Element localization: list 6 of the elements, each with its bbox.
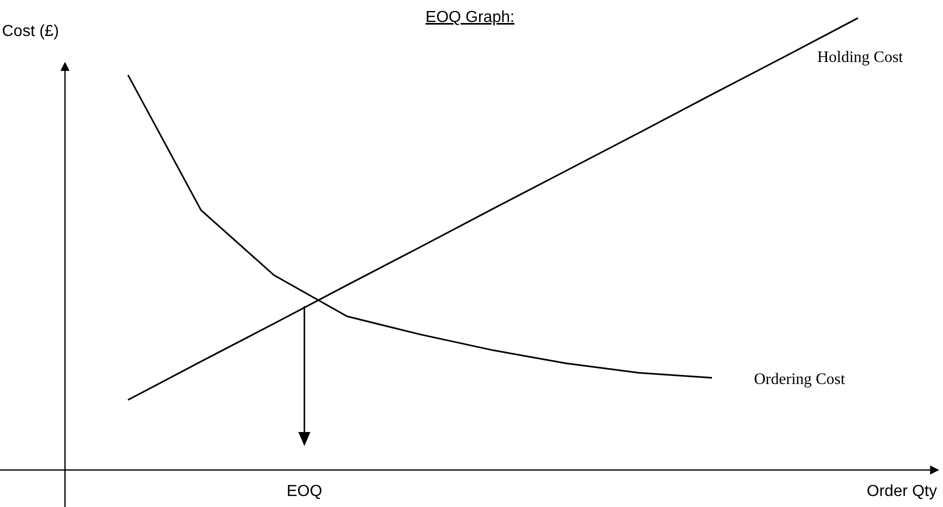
series-label: Holding Cost <box>817 49 904 66</box>
text: Ordering Cost <box>754 370 846 388</box>
x-axis-title: Order Qty <box>866 483 937 500</box>
chart-title: EOQ Graph: <box>426 9 514 26</box>
text: EOQ <box>286 483 322 500</box>
y-axis-title: Cost (£) <box>2 23 59 40</box>
